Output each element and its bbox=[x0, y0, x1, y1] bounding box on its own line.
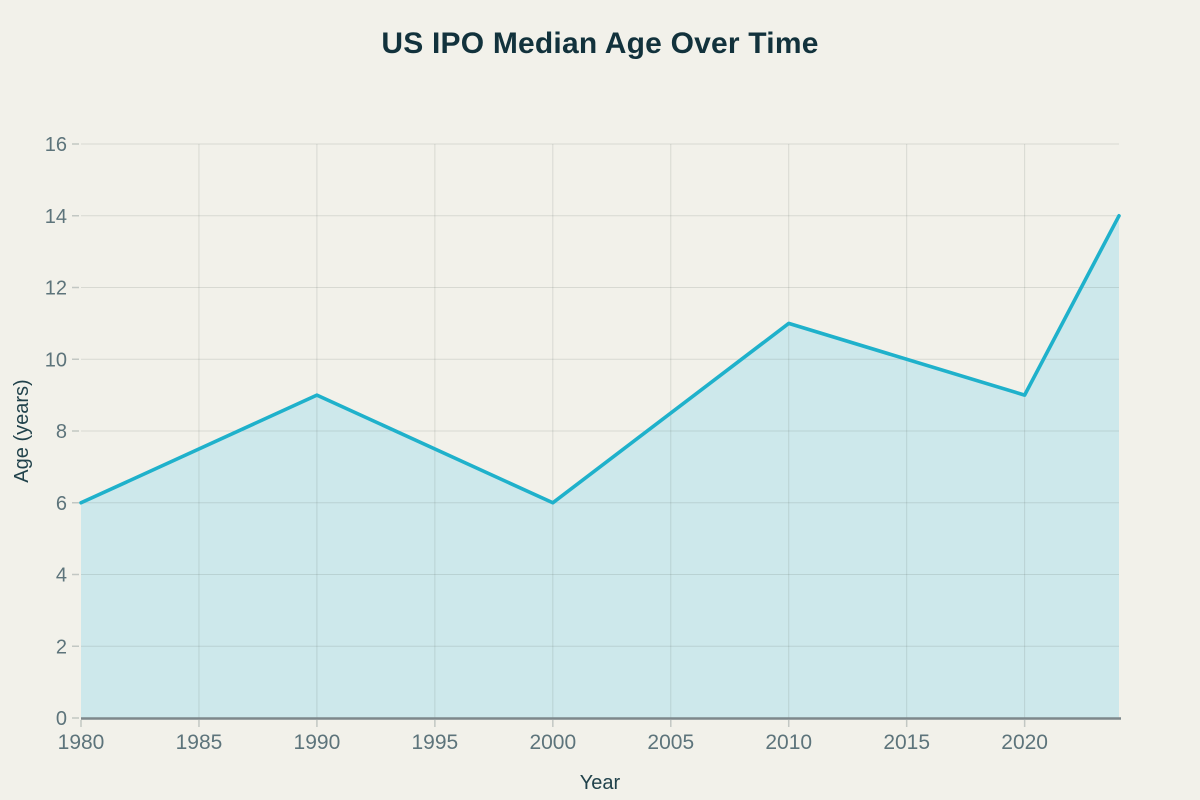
y-axis-title: Age (years) bbox=[11, 379, 33, 482]
y-tick-label: 4 bbox=[56, 565, 67, 587]
x-tick-label: 1995 bbox=[412, 731, 459, 754]
y-tick-label: 12 bbox=[45, 278, 67, 300]
x-tick-label: 2020 bbox=[1001, 731, 1048, 754]
y-tick-label: 16 bbox=[45, 134, 67, 156]
axis-label-layer: 0 2 4 6 8 10 12 14 16 1980 1985 1990 1995 2000 2005 201… bbox=[45, 134, 1048, 754]
y-tick-label: 6 bbox=[56, 493, 67, 515]
y-tick-label: 0 bbox=[56, 708, 67, 730]
y-tick-label: 8 bbox=[56, 421, 67, 443]
area-fill-layer bbox=[81, 215, 1119, 719]
chart-title: US IPO Median Age Over Time bbox=[381, 27, 819, 60]
x-axis-title: Year bbox=[580, 772, 621, 794]
y-tick-label: 14 bbox=[45, 206, 67, 228]
gridline-layer bbox=[81, 143, 1119, 718]
x-tick-label: 2010 bbox=[765, 731, 812, 754]
data-line bbox=[79, 214, 1121, 505]
x-tick-label: 2015 bbox=[883, 731, 930, 754]
x-tick-label: 2000 bbox=[529, 731, 576, 754]
x-tick-label: 2005 bbox=[647, 731, 694, 754]
y-tick-label: 10 bbox=[45, 349, 67, 371]
area-fill bbox=[81, 215, 1119, 719]
x-tick-label: 1985 bbox=[176, 731, 223, 754]
x-tick-label: 1980 bbox=[58, 731, 105, 754]
data-line-layer bbox=[79, 214, 1121, 505]
x-tick-label: 1990 bbox=[294, 731, 341, 754]
y-tick-label: 2 bbox=[56, 636, 67, 658]
tick-mark-layer bbox=[72, 143, 1026, 727]
